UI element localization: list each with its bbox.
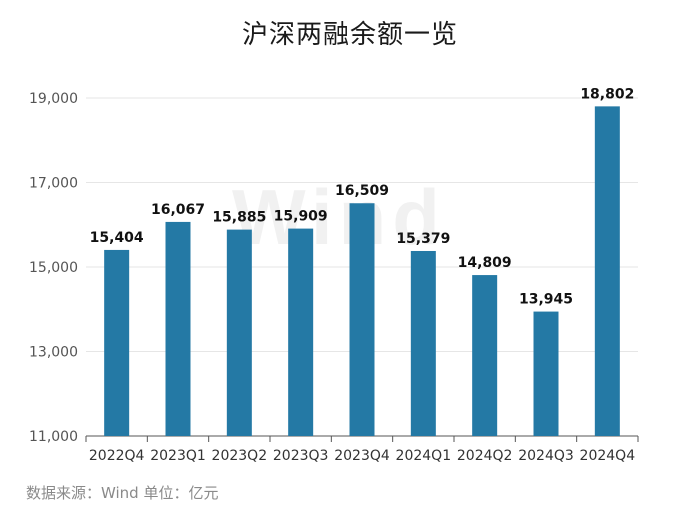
watermark-logo: Wind bbox=[232, 173, 446, 261]
bar bbox=[533, 311, 559, 436]
x-tick-label: 2023Q4 bbox=[334, 448, 390, 464]
x-tick-label: 2024Q1 bbox=[396, 448, 452, 464]
x-tick-label: 2024Q4 bbox=[580, 448, 636, 464]
bar bbox=[594, 106, 620, 436]
y-tick-label: 17,000 bbox=[29, 176, 78, 192]
bar-value-label: 16,509 bbox=[335, 183, 389, 199]
bar-value-label: 13,945 bbox=[519, 292, 573, 308]
x-tick-label: 2023Q1 bbox=[150, 448, 206, 464]
bar bbox=[288, 228, 314, 436]
x-tick-label: 2023Q3 bbox=[273, 448, 329, 464]
bar-value-label: 15,379 bbox=[396, 231, 450, 247]
bar-value-label: 16,067 bbox=[151, 202, 205, 218]
y-tick-label: 13,000 bbox=[29, 345, 78, 361]
bar bbox=[410, 250, 436, 436]
bar-value-label: 15,909 bbox=[274, 209, 328, 225]
bar bbox=[349, 203, 375, 436]
y-tick-label: 11,000 bbox=[29, 429, 78, 445]
x-tick-label: 2024Q3 bbox=[518, 448, 574, 464]
bar bbox=[472, 275, 498, 436]
x-tick-label: 2023Q2 bbox=[212, 448, 268, 464]
x-tick-label: 2024Q2 bbox=[457, 448, 513, 464]
bar bbox=[165, 221, 191, 436]
bar bbox=[226, 229, 252, 436]
chart-title: 沪深两融余额一览 bbox=[241, 20, 458, 50]
bar bbox=[104, 249, 130, 436]
y-tick-label: 19,000 bbox=[29, 91, 78, 107]
bar-value-label: 14,809 bbox=[458, 255, 512, 271]
bar-value-label: 18,802 bbox=[580, 86, 634, 102]
bar-value-label: 15,885 bbox=[212, 210, 266, 226]
bar-value-label: 15,404 bbox=[90, 230, 144, 246]
x-tick-label: 2022Q4 bbox=[89, 448, 145, 464]
y-tick-label: 15,000 bbox=[29, 260, 78, 276]
source-note: 数据来源：Wind 单位：亿元 bbox=[26, 484, 219, 502]
